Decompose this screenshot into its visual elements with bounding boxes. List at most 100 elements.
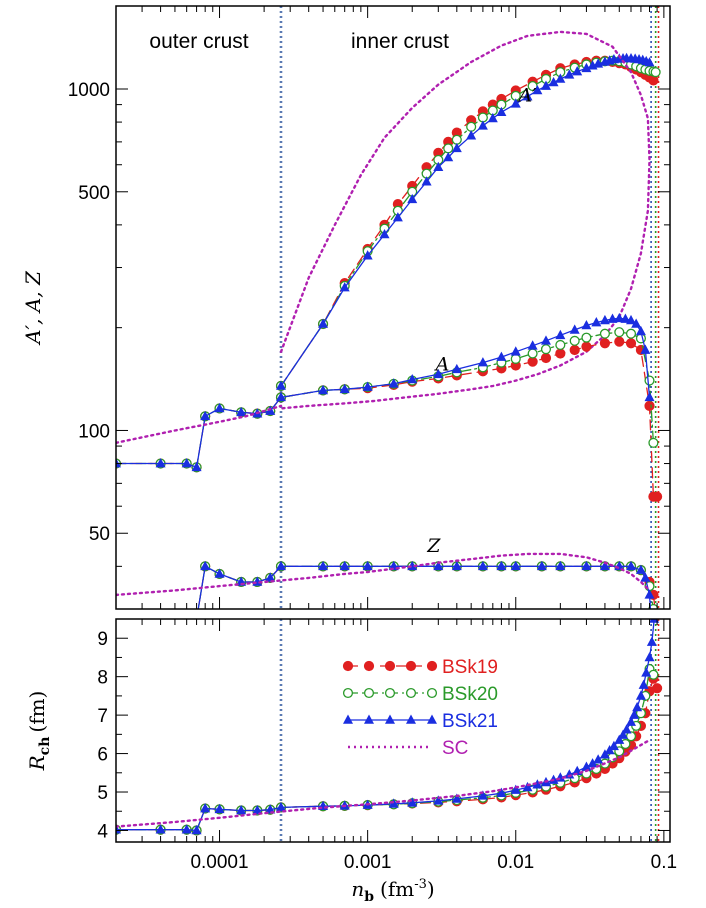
series-BSk21-top-Ap-point-4 — [379, 228, 390, 239]
series-BSk21-top-A-point-20 — [527, 340, 538, 350]
series-BSk21-top-Ap-point-19 — [548, 76, 559, 87]
legend: BSk19 BSk20 BSk21 SC — [342, 657, 498, 759]
series-BSk20-top-A-point-19 — [510, 353, 521, 364]
series-BSk20-top-Z-line — [197, 565, 655, 609]
series-BSk19-top-Z-line — [197, 565, 656, 609]
series-BSk21-top-Z-point-11 — [339, 560, 350, 571]
series-BSk21-top-Ap-point-9 — [443, 152, 454, 162]
figure-labels: 50 100 500 1000 4 5 6 7 8 9 0.0001 0.001 0.01 0.1 oute… — [21, 30, 677, 905]
series-BSk21-top-A-point-15 — [433, 368, 444, 379]
series-BSk19-rch-point-36 — [651, 683, 663, 694]
series-BSk21-rch-point-32 — [608, 740, 619, 751]
legend-marker-BSk21-1 — [364, 714, 374, 724]
series-BSk21-rch-point-27 — [581, 761, 592, 771]
series-BSk21-top-Ap-point-23 — [581, 62, 592, 73]
series-BSk21-rch-point-28 — [587, 758, 598, 768]
y-tick-label-top: 1000 — [68, 80, 110, 101]
series-BSk21-top-Ap-point-10 — [451, 142, 462, 153]
series-BSk21-top-Z-point-28 — [644, 589, 655, 599]
series-BSk21-rch-point-44 — [649, 619, 660, 623]
series-BSk21-top-A-point-1 — [155, 458, 166, 468]
y-tick-label-bottom: 5 — [97, 783, 108, 804]
series-BSk21-top-Z-point-18 — [496, 560, 507, 571]
series-BSk21-top-A-point-22 — [555, 329, 566, 340]
series-BSk20-top-A-point-26 — [614, 327, 625, 338]
series-BSk21-top-A-point-16 — [451, 363, 462, 374]
series-BSk21-top-Z-point-19 — [510, 560, 521, 571]
x-tick-label: 0.001 — [344, 852, 392, 873]
legend-label-BSk19: BSk19 — [442, 657, 498, 678]
top-panel-ticks — [115, 6, 670, 610]
series-BSk19-top-A-point-23 — [569, 344, 580, 356]
series-BSk21-rch-point-37 — [629, 709, 640, 719]
region-label-outer-crust: outer crust — [149, 30, 248, 53]
series-BSk21-rch-point-9 — [275, 801, 286, 812]
series-BSk19-top-A-point-29 — [644, 400, 655, 412]
series-BSk21-top-Ap-point-7 — [421, 176, 432, 186]
series-BSk21-top-A-point-27 — [607, 313, 618, 323]
series-BSk21-top-Ap-point-5 — [392, 212, 403, 222]
series-BSk21-rch-point-6 — [236, 804, 247, 815]
series-BSk21-top-Z-point-20 — [536, 560, 547, 571]
series-BSk21-top-A-point-17 — [477, 357, 488, 367]
series-BSk21-top-Z-point-22 — [581, 560, 592, 571]
series-BSk21-top-A-point-23 — [569, 324, 580, 334]
series-BSk20-top-Ap-point-10 — [451, 134, 462, 145]
series-BSk21-top-Z-point-9 — [275, 560, 286, 571]
series-BSk21-top-Ap-point-12 — [477, 120, 488, 130]
series-BSk21-top-Z-point-27 — [640, 572, 651, 582]
series-BSk21-rch-point-36 — [626, 716, 637, 726]
series-BSk21-rch-point-16 — [451, 793, 462, 803]
series-BSk21-rch-point-15 — [433, 795, 444, 805]
y-tick-label-top: 500 — [78, 183, 110, 204]
series-BSk21-rch-point-20 — [522, 781, 533, 792]
series-BSk21-rch-point-21 — [532, 779, 543, 789]
series-BSk21-top-Ap-point-14 — [496, 106, 507, 117]
series-BSk20-top-A-point-24 — [581, 332, 592, 343]
series-BSk21-top-A-point-31 — [631, 318, 642, 328]
series-BSk20-top-Ap-line — [280, 60, 657, 387]
series-BSk21-rch-point-19 — [510, 784, 521, 794]
series-BSk21-top-A-point-34 — [644, 391, 655, 402]
series-BSk21-rch-point-1 — [155, 824, 166, 834]
series-BSk21-top-A-point-6 — [236, 406, 247, 417]
series-BSk21-top-A-point-0 — [116, 458, 121, 468]
legend-marker-BSk20-4 — [426, 687, 438, 699]
series-BSk20-top-Ap-point-11 — [466, 121, 477, 132]
y-tick-label-bottom: 7 — [97, 706, 108, 727]
series-BSk21-rch-point-34 — [618, 729, 629, 739]
series-BSk20-top-A-point-21 — [540, 344, 552, 355]
y-tick-label-bottom: 9 — [97, 629, 108, 650]
legend-marker-BSk19-2 — [384, 660, 396, 672]
series-BSk20-top-A-point-27 — [625, 328, 637, 339]
series-BSk19-top-A-point-24 — [581, 341, 592, 352]
series-BSk21-top-A-point-2 — [181, 458, 192, 468]
series-BSk21-top-Z-point-16 — [451, 560, 462, 571]
series-BSk19-top-A-point-26 — [614, 336, 625, 347]
series-BSk21-top-Ap-point-11 — [466, 130, 477, 140]
series-BSk21-top-A-point-13 — [388, 378, 399, 388]
series-BSk20-top-Ap-point-32 — [650, 67, 661, 78]
series-BSk19-top-A-line — [116, 340, 658, 498]
series-BSk21-top-A-point-3 — [191, 461, 202, 472]
legend-marker-BSk20-3 — [405, 687, 417, 699]
series-BSk21-top-Z-point-8 — [265, 572, 276, 582]
legend-marker-BSk21-0 — [343, 714, 353, 724]
series-BSk21-rch-point-14 — [407, 797, 418, 807]
legend-marker-BSk19-1 — [363, 660, 375, 672]
series-BSk20-rch-point-35 — [648, 669, 659, 680]
series-BSk21-top-A-point-25 — [591, 317, 602, 327]
series-BSk21-top-Ap-point-20 — [555, 73, 566, 83]
series-BSk21-top-Z-point-21 — [555, 560, 566, 571]
series-BSk21-rch-point-41 — [641, 667, 652, 677]
series-BSk19-top-A-point-27 — [625, 338, 637, 349]
series-BSk21-rch-point-18 — [496, 787, 507, 797]
series-BSk21-rch-point-35 — [621, 724, 632, 734]
series-BSk21-rch-point-2 — [181, 824, 192, 834]
legend-marker-BSk19-0 — [342, 660, 354, 672]
series-SC-rch-line — [116, 738, 651, 828]
series-BSk19-top-A-point-21 — [540, 352, 552, 364]
series-BSk20-top-A-point-22 — [555, 339, 566, 350]
series-BSk21-top-Ap-point-3 — [362, 250, 373, 260]
x-axis-title: nb (fm-3) — [351, 877, 434, 905]
